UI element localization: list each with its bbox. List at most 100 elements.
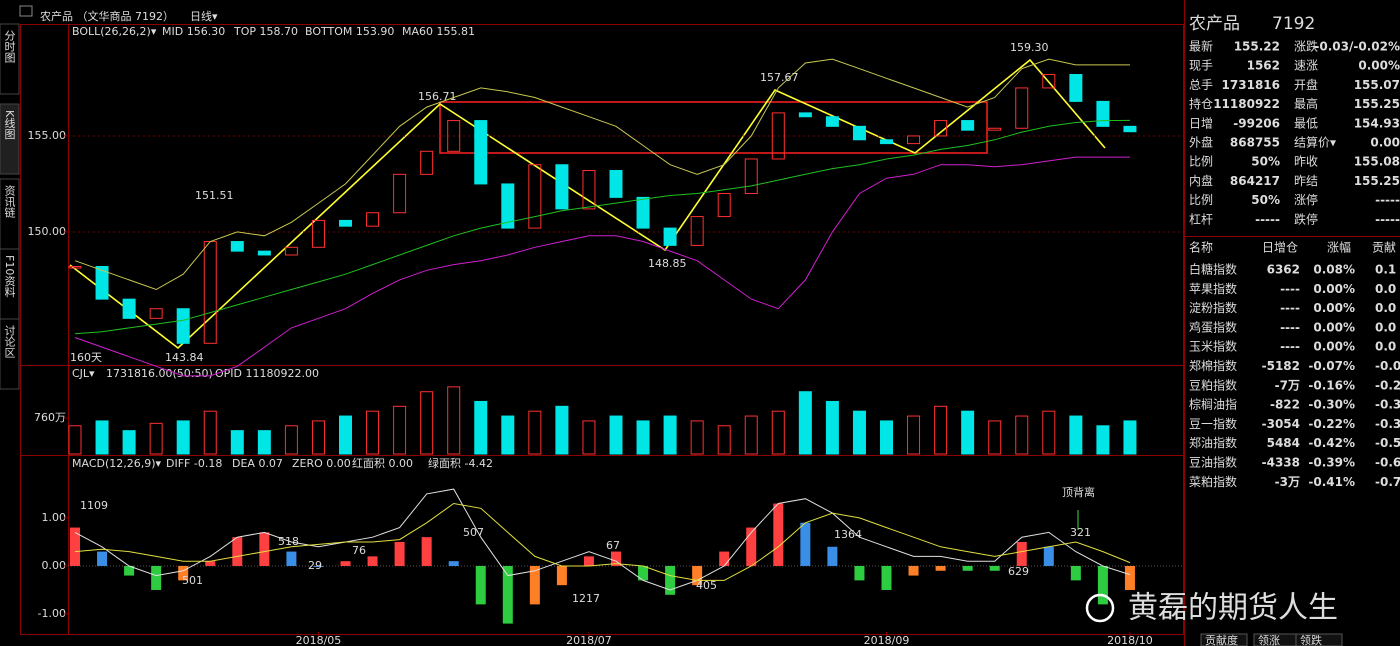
table-cell: 鸡蛋指数: [1189, 319, 1237, 334]
macd-bar: [475, 565, 486, 605]
candle: [663, 227, 677, 246]
table-header: 贡献: [1372, 240, 1396, 255]
sidebar-tab-label[interactable]: 分时图: [3, 30, 16, 64]
footer-tab[interactable]: [1295, 633, 1343, 646]
macd-bar: [1016, 541, 1027, 566]
candle: [744, 158, 758, 195]
indicator-line: [74, 488, 1131, 591]
macd-bar: [151, 565, 162, 590]
volume-bar: [771, 410, 785, 455]
candle: [284, 246, 298, 256]
candle: [176, 308, 190, 344]
quote-label: 涨停: [1294, 192, 1318, 207]
footer-tab-label[interactable]: 领涨: [1258, 634, 1280, 646]
annotation: 76: [352, 544, 366, 557]
macd-bar: [854, 565, 865, 581]
candle: [149, 308, 163, 319]
sidebar-tab-label[interactable]: 资讯链: [3, 185, 16, 218]
table-cell: 菜粕指数: [1189, 474, 1237, 489]
table-cell: 0.08%: [1313, 263, 1355, 277]
volume-bar: [907, 415, 921, 455]
volume-bar: [257, 430, 271, 455]
quote-value: 864217: [1230, 174, 1280, 188]
candle: [501, 183, 515, 229]
x-tick-label: 2018/05: [296, 634, 342, 646]
volume-bar: [961, 410, 975, 455]
indicator-line: [74, 502, 1131, 581]
candle: [528, 164, 542, 229]
table-cell: 0.0: [1375, 301, 1396, 315]
volume-bar: [934, 405, 948, 455]
sidebar-tab[interactable]: [0, 103, 20, 175]
quote-value: 154.93: [1354, 116, 1400, 130]
annotation: 518: [278, 535, 299, 548]
volume-bar: [122, 430, 136, 455]
macd-bar: [124, 565, 135, 576]
candle: [988, 127, 1002, 131]
volume-bar: [95, 420, 109, 455]
quote-value: 1731816: [1222, 78, 1280, 92]
range-box: [439, 101, 988, 154]
table-cell: -5182: [1262, 359, 1300, 373]
candle: [393, 173, 407, 214]
candle: [366, 212, 380, 227]
table-header: 涨幅: [1327, 240, 1351, 255]
candle: [1015, 87, 1029, 129]
footer-tab-label[interactable]: 贡献度: [1205, 633, 1238, 646]
legend-item: OPID 11180922.00: [215, 367, 319, 380]
volume-bar: [203, 410, 217, 455]
table-header: 日增仓: [1262, 241, 1298, 255]
table-cell: -0.22%: [1308, 417, 1355, 431]
volume-bar: [609, 415, 623, 455]
table-cell: -0.6: [1375, 456, 1400, 470]
x-tick-label: 2018/07: [566, 634, 612, 646]
volume-bar: [636, 420, 650, 455]
quote-value: 868755: [1230, 136, 1280, 150]
table-cell: -0.16%: [1308, 378, 1355, 392]
sidebar-tab-label[interactable]: K线图: [3, 110, 16, 140]
annotation: 501: [182, 574, 203, 587]
table-cell: 6362: [1267, 263, 1300, 277]
legend-item: ZERO 0.00: [292, 457, 351, 470]
volume-bar: [988, 420, 1002, 455]
table-cell: -0.30%: [1308, 398, 1355, 412]
quote-value: 155.25: [1354, 97, 1400, 111]
candle: [609, 169, 623, 198]
legend-item: 绿面积 -4.42: [428, 456, 493, 470]
candle: [1123, 125, 1137, 133]
header-title: 农产品 （文华商品 7192）: [40, 9, 174, 23]
macd-bar: [367, 556, 378, 566]
macd-bar: [1124, 565, 1135, 590]
volume-bar: [176, 420, 190, 455]
footer-tab-label[interactable]: 领跌: [1300, 633, 1322, 646]
footer-tab[interactable]: [1200, 633, 1248, 646]
quote-label: 昨收: [1294, 155, 1318, 169]
table-cell: 0.0: [1375, 340, 1396, 354]
table-cell: 淀粉指数: [1189, 300, 1237, 315]
volume-bar: [880, 420, 893, 455]
sidebar-tab-label[interactable]: F10资料: [3, 255, 16, 298]
macd-bar: [340, 561, 351, 566]
quote-label: 最新: [1189, 39, 1213, 54]
macd-bar: [665, 565, 676, 595]
quote-value: 0.00: [1370, 136, 1400, 150]
quote-label: 涨跌: [1294, 39, 1318, 54]
volume-bar: [230, 430, 244, 455]
macd-bar: [1097, 565, 1108, 605]
header-period[interactable]: 日线▾: [190, 9, 218, 23]
sidebar-tab[interactable]: [0, 318, 20, 390]
volume-bar: [420, 391, 434, 455]
macd-bar: [313, 565, 324, 567]
annotation: 160天: [70, 351, 102, 364]
legend-item: 红面积 0.00: [352, 457, 413, 470]
sidebar-tab[interactable]: [0, 23, 20, 95]
annotation: 1364: [834, 528, 862, 541]
quote-value: 155.08: [1354, 155, 1400, 169]
sidebar-tab-label[interactable]: 讨论区: [3, 325, 16, 358]
table-cell: -3054: [1262, 417, 1300, 431]
macd-bar: [286, 551, 297, 566]
candle: [907, 135, 921, 145]
annotation: 405: [696, 579, 717, 592]
candle: [582, 169, 596, 210]
